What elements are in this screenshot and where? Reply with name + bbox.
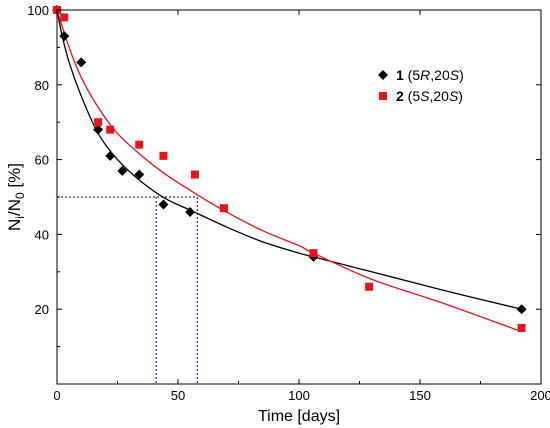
y-tick-label: 40 — [35, 227, 49, 242]
legend-marker-series-1 — [378, 70, 388, 80]
data-point-series-2 — [106, 125, 115, 134]
data-point-series-2 — [94, 118, 103, 127]
data-point-series-2 — [517, 323, 526, 332]
y-tick-label: 100 — [27, 3, 49, 18]
x-tick-label: 100 — [288, 388, 310, 403]
legend-label-series-1: 1 (5R,20S) — [396, 67, 464, 83]
legend-label-series-2: 2 (5S,20S) — [396, 88, 463, 104]
y-axis-title-mid: /N — [5, 199, 24, 216]
data-point-series-2 — [365, 282, 374, 291]
data-point-series-2 — [219, 204, 228, 213]
axis-ticks: 0 50 100 150 200 20 40 60 80 100 — [27, 3, 550, 403]
data-point-series-1 — [59, 31, 70, 42]
data-markers — [52, 5, 527, 332]
data-point-series-2 — [135, 140, 144, 149]
x-tick-label: 0 — [53, 388, 60, 403]
data-point-series-1 — [134, 169, 145, 180]
y-axis-title-sub1: i — [13, 216, 27, 219]
y-tick-label: 80 — [35, 78, 49, 93]
x-tick-label: 150 — [409, 388, 431, 403]
fit-curve-series-1 — [56, 9, 522, 310]
legend-item-series-2: 2 (5S,20S) — [379, 88, 463, 104]
fit-curve-series-2 — [56, 9, 522, 333]
data-point-series-2 — [60, 13, 69, 22]
x-axis-title: Time [days] — [258, 408, 340, 425]
y-tick-label: 60 — [35, 153, 49, 168]
data-point-series-1 — [93, 124, 104, 135]
data-point-series-1 — [185, 206, 196, 217]
data-point-series-1 — [105, 150, 116, 161]
data-point-series-2 — [309, 249, 318, 258]
data-point-series-2 — [159, 151, 168, 160]
y-axis-title-sub2: 0 — [13, 192, 27, 199]
data-point-series-1 — [158, 199, 169, 210]
legend-marker-diamond — [378, 70, 388, 80]
data-point-series-1 — [117, 165, 128, 176]
legend-marker-square — [379, 92, 387, 100]
y-axis-title-tail: [%] — [5, 163, 24, 192]
y-axis-title-base: N — [5, 219, 24, 231]
reference-lines — [57, 196, 198, 384]
x-tick-label: 50 — [171, 388, 185, 403]
data-point-series-2 — [190, 170, 199, 179]
y-tick-label: 20 — [35, 302, 49, 317]
fit-curves — [56, 9, 522, 333]
data-point-series-1 — [76, 57, 87, 68]
legend-item-series-1: 1 (5R,20S) — [378, 67, 464, 83]
x-tick-label: 200 — [530, 388, 550, 403]
y-axis-title: Ni/N0 [%] — [5, 163, 27, 231]
data-point-series-1 — [516, 304, 527, 315]
legend: 1 (5R,20S) 2 (5S,20S) — [378, 67, 464, 104]
legend-marker-series-2 — [379, 92, 387, 100]
